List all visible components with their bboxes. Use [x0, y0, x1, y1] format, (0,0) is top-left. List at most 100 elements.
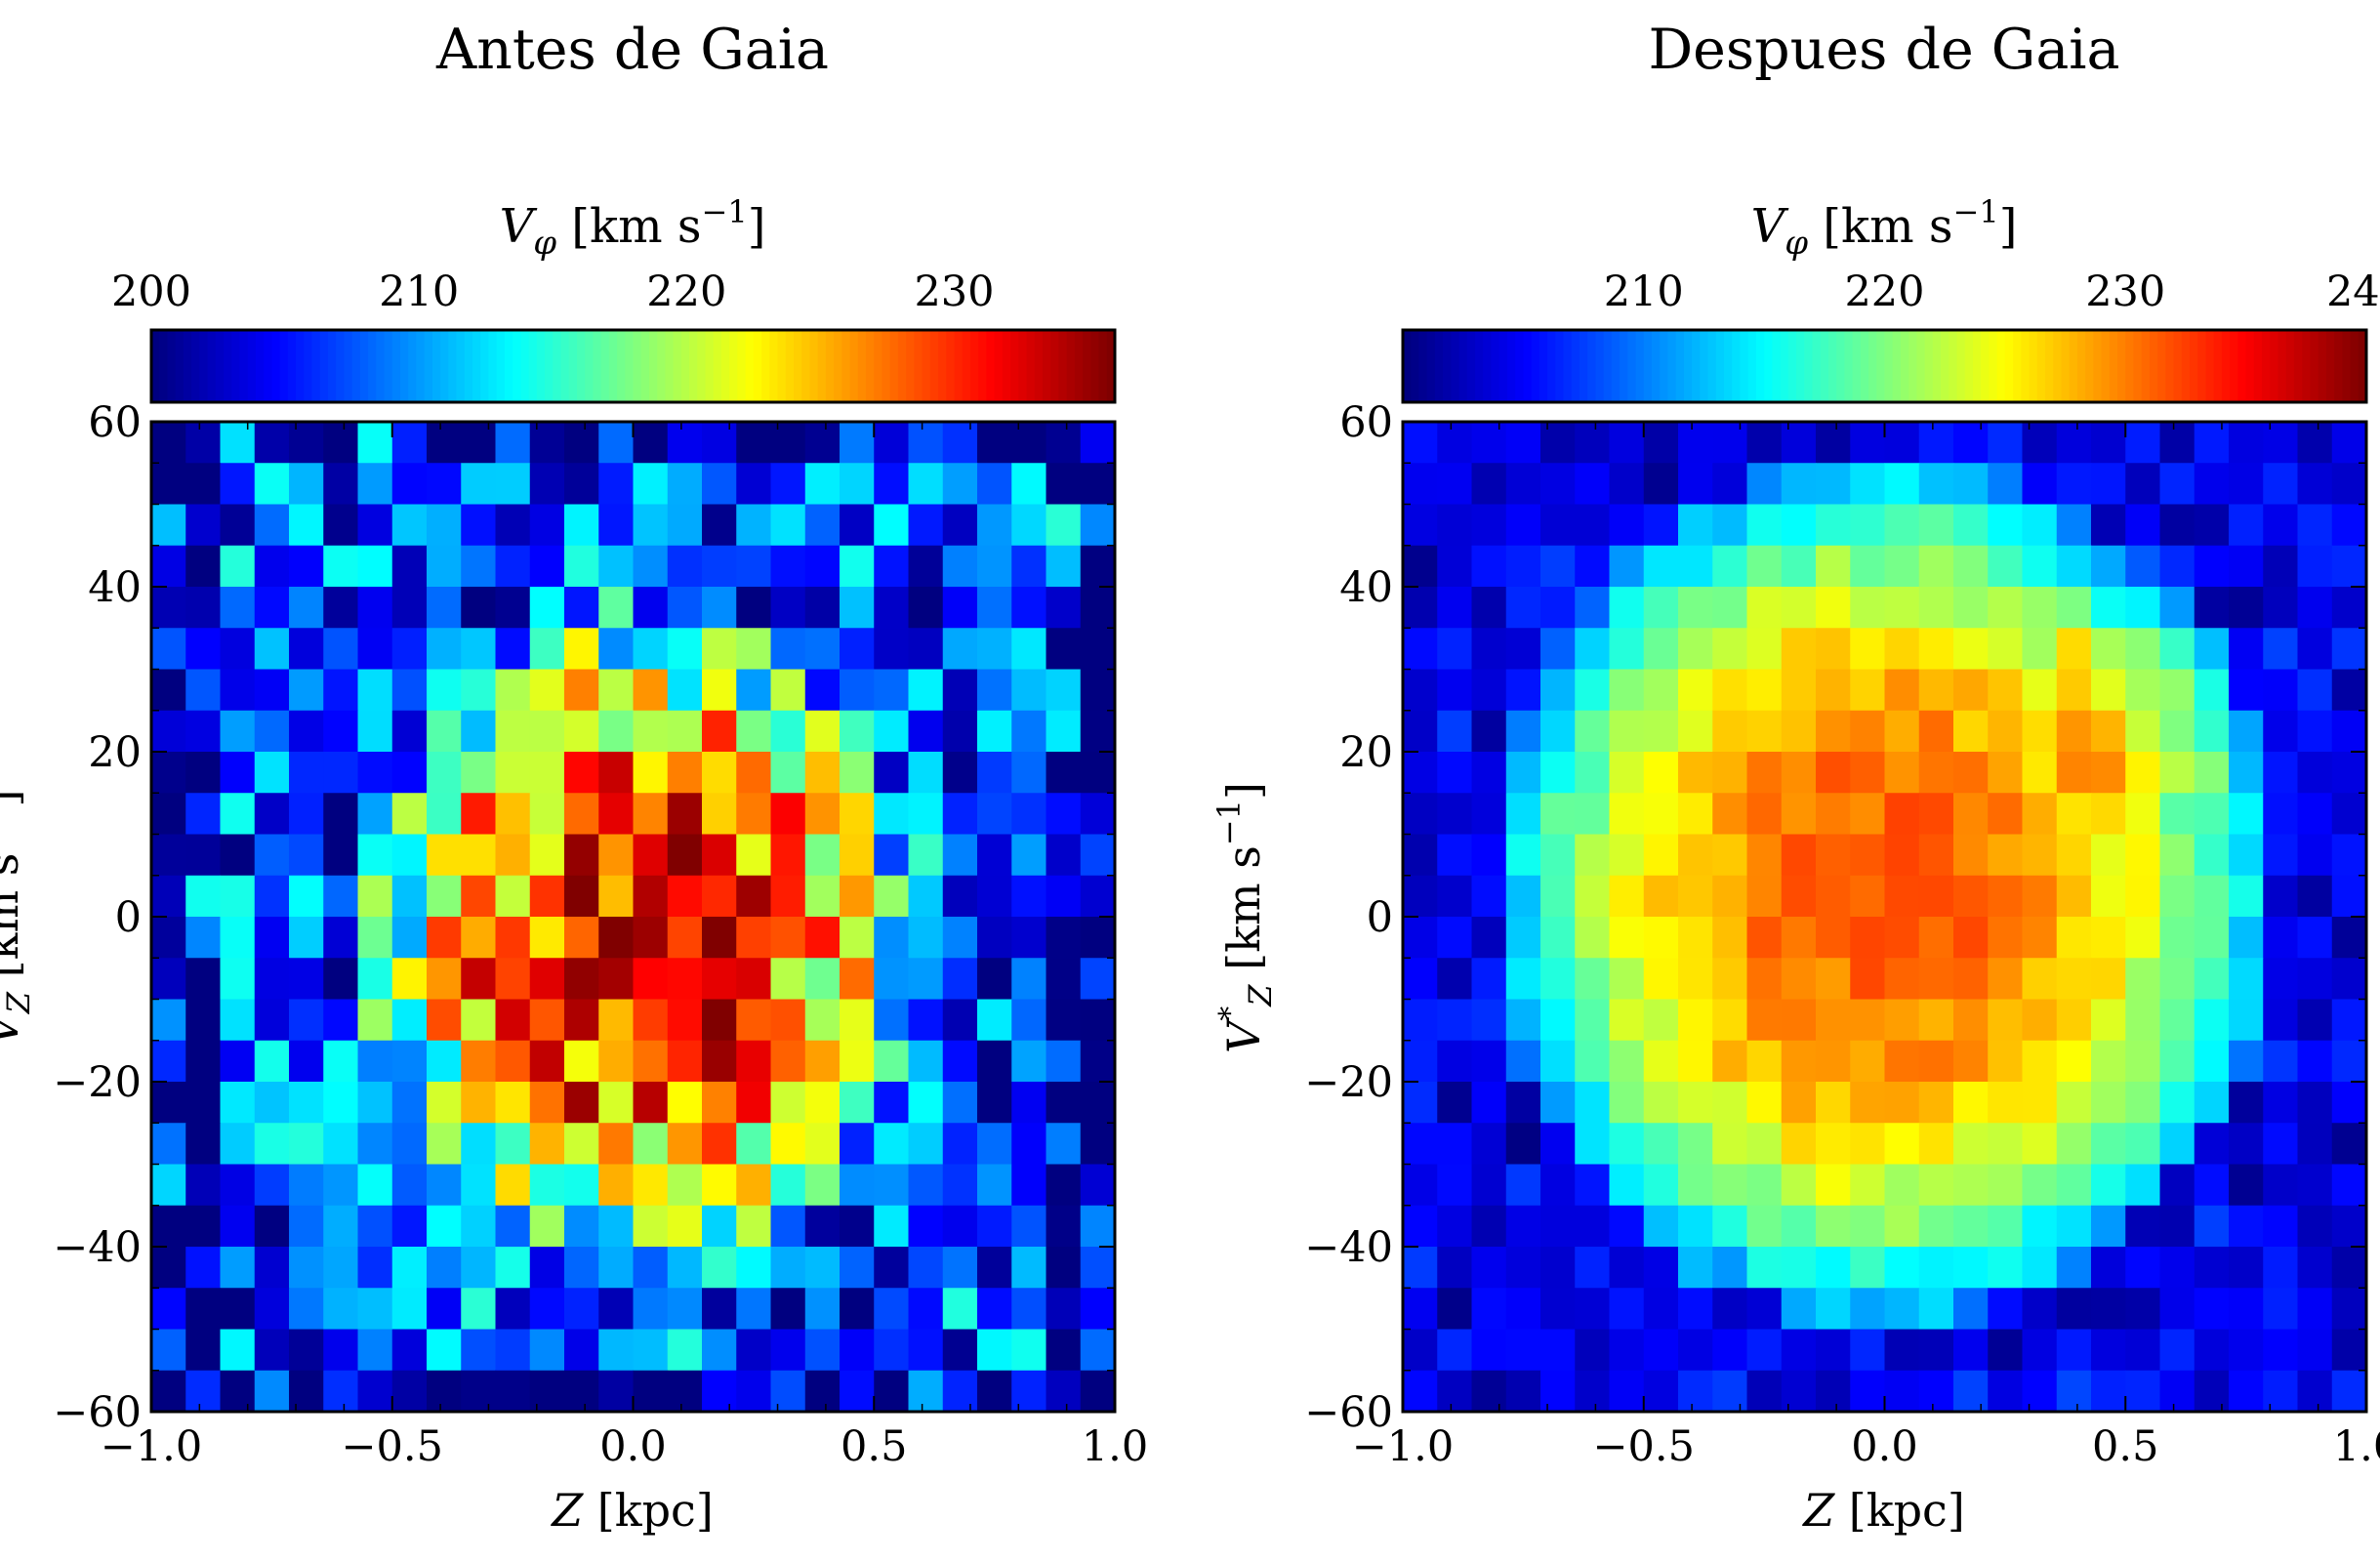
- colorbar-segment: [2285, 330, 2295, 402]
- heatmap-cell: [2194, 1082, 2230, 1124]
- heatmap-cell: [633, 958, 669, 1001]
- x-tick-label: −0.5: [342, 1422, 443, 1471]
- heatmap-cell: [1471, 504, 1507, 547]
- heatmap-cell: [1781, 1082, 1817, 1124]
- heatmap-cell: [1643, 1370, 1679, 1413]
- colorbar-segment: [657, 330, 667, 402]
- heatmap-cell: [357, 1370, 393, 1413]
- heatmap-cell: [840, 1123, 875, 1166]
- y-axis-label: V*Z [km s−1]: [1211, 782, 1279, 1053]
- heatmap-cell: [840, 752, 875, 794]
- colorbar-segment: [777, 330, 787, 402]
- colorbar-segment: [2302, 330, 2312, 402]
- heatmap-cell: [667, 710, 703, 753]
- heatmap-cell: [1781, 1040, 1817, 1083]
- heatmap-cell: [254, 1370, 290, 1413]
- heatmap-cell: [702, 917, 737, 959]
- heatmap-cell: [2194, 1370, 2230, 1413]
- heatmap-cell: [2263, 1205, 2299, 1248]
- heatmap-cell: [564, 1123, 599, 1166]
- heatmap-cell: [2022, 999, 2058, 1042]
- heatmap-cell: [2022, 917, 2058, 959]
- heatmap-cell: [1746, 545, 1783, 588]
- colorbar-segment: [2221, 330, 2231, 402]
- heatmap-cell: [1746, 1164, 1783, 1207]
- heatmap-cell: [942, 587, 978, 629]
- heatmap-cell: [1609, 1205, 1645, 1248]
- heatmap-cell: [2229, 587, 2264, 629]
- heatmap-cell: [254, 1164, 290, 1207]
- heatmap-cell: [220, 628, 256, 671]
- heatmap-cell: [461, 1164, 497, 1207]
- heatmap-cell: [2159, 1082, 2195, 1124]
- heatmap-cell: [1080, 1123, 1116, 1166]
- heatmap-cell: [702, 1288, 737, 1331]
- heatmap-cell: [1609, 793, 1645, 836]
- heatmap-cell: [1540, 752, 1576, 794]
- heatmap-cell: [1850, 834, 1886, 877]
- heatmap-cell: [702, 669, 737, 712]
- heatmap-cell: [770, 1123, 806, 1166]
- heatmap-cell: [357, 958, 393, 1001]
- heatmap-cell: [770, 793, 806, 836]
- heatmap-cell: [908, 1164, 944, 1207]
- heatmap-cell: [1850, 958, 1886, 1001]
- heatmap-cell: [391, 1370, 428, 1413]
- colorbar-segment: [304, 330, 313, 402]
- heatmap-cell: [1918, 999, 1954, 1042]
- heatmap-cell: [495, 1370, 531, 1413]
- heatmap-cell: [2297, 628, 2333, 671]
- colorbar-segment: [167, 330, 177, 402]
- heatmap-cell: [598, 422, 635, 464]
- heatmap-cell: [323, 917, 359, 959]
- y-tick-label: −60: [53, 1388, 142, 1437]
- heatmap-cell: [151, 1164, 186, 1207]
- heatmap-cell: [2022, 1370, 2058, 1413]
- heatmap-cell: [702, 710, 737, 753]
- heatmap-cell: [2297, 1288, 2333, 1331]
- heatmap-cell: [2125, 752, 2161, 794]
- heatmap-cell: [1505, 710, 1541, 753]
- heatmap-cell: [1850, 545, 1886, 588]
- heatmap-cell: [2263, 917, 2299, 959]
- heatmap-cell: [2263, 710, 2299, 753]
- heatmap-cell: [736, 793, 772, 836]
- colorbar-segment: [2069, 330, 2078, 402]
- heatmap-cell: [908, 463, 944, 506]
- heatmap-cell: [1437, 752, 1473, 794]
- heatmap-cell: [461, 875, 497, 918]
- colorbar-segment: [2237, 330, 2247, 402]
- heatmap-cell: [1712, 710, 1748, 753]
- heatmap-cell: [1884, 1082, 1920, 1124]
- colorbar-segment: [215, 330, 225, 402]
- colorbar-tick-label: 230: [914, 267, 994, 316]
- heatmap-cell: [633, 422, 669, 464]
- heatmap-cell: [2159, 669, 2195, 712]
- heatmap-cell: [736, 1288, 772, 1331]
- heatmap-cell: [1080, 875, 1116, 918]
- heatmap-cell: [564, 504, 599, 547]
- heatmap-cell: [1575, 463, 1611, 506]
- heatmap-cell: [1988, 1123, 2024, 1166]
- heatmap-cell: [736, 1247, 772, 1289]
- heatmap-cell: [529, 917, 565, 959]
- colorbar-segment: [231, 330, 241, 402]
- heatmap-cell: [254, 917, 290, 959]
- colorbar-segment: [1451, 330, 1460, 402]
- heatmap-cell: [1643, 1329, 1679, 1372]
- heatmap-cell: [804, 1205, 841, 1248]
- heatmap-cell: [220, 545, 256, 588]
- heatmap-cell: [1011, 1164, 1047, 1207]
- heatmap-cell: [1080, 1288, 1116, 1331]
- heatmap-cell: [1678, 958, 1713, 1001]
- heatmap-cell: [1781, 958, 1817, 1001]
- heatmap-cell: [1080, 1370, 1116, 1413]
- colorbar-segment: [1675, 330, 1685, 402]
- heatmap-cell: [633, 504, 669, 547]
- heatmap-cell: [2125, 958, 2161, 1001]
- heatmap-cell: [357, 1329, 393, 1372]
- heatmap-cell: [2194, 628, 2230, 671]
- heatmap-cell: [667, 1123, 703, 1166]
- heatmap-cell: [1816, 834, 1851, 877]
- heatmap-cell: [736, 710, 772, 753]
